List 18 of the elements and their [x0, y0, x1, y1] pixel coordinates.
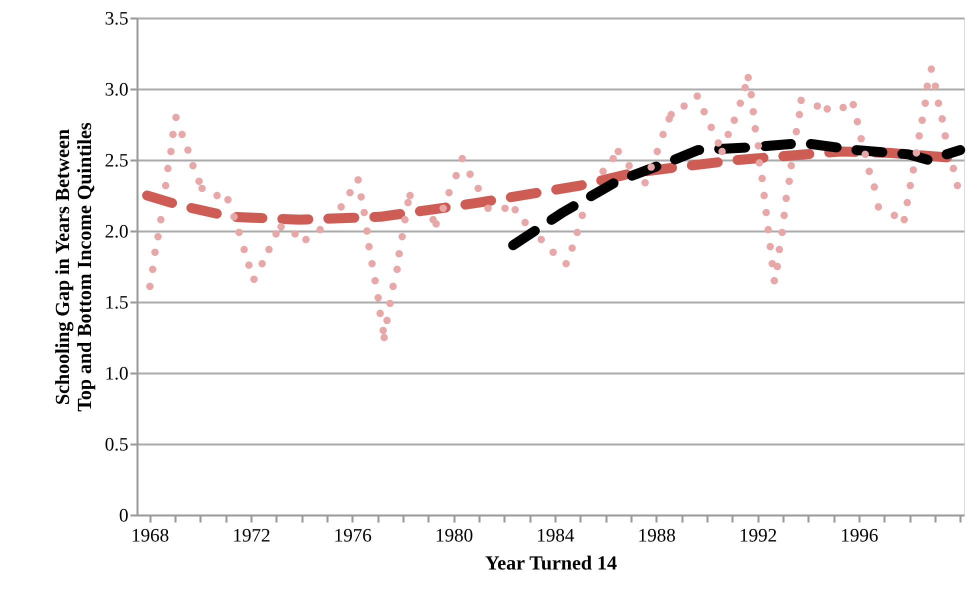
y-tick-label: 3.0 — [104, 80, 128, 100]
y-tick-label: 1.0 — [104, 364, 128, 384]
y-tick-label: 2.5 — [104, 150, 128, 172]
x-tick-label: 1980 — [435, 526, 474, 546]
x-tick-label: 1968 — [131, 526, 170, 546]
y-axis-title: Schooling Gap in Years Between Top and Bottom Income Quintiles — [52, 122, 96, 412]
x-tick-label: 1984 — [536, 526, 575, 546]
x-axis-title: Year Turned 14 — [485, 552, 617, 574]
x-tick-label: 1976 — [334, 526, 372, 546]
x-tick-label: 1996 — [840, 526, 878, 546]
x-tick-label: 1988 — [638, 526, 676, 546]
y-tick-label: 3.5 — [104, 8, 128, 30]
y-tick-label: 2.0 — [104, 222, 128, 242]
y-tick-label: 0.5 — [104, 434, 128, 456]
x-tick-label: 1972 — [232, 526, 270, 546]
x-tick-label: 1992 — [739, 526, 778, 546]
y-tick-label: 0 — [119, 506, 128, 526]
y-tick-label: 1.5 — [104, 292, 128, 314]
